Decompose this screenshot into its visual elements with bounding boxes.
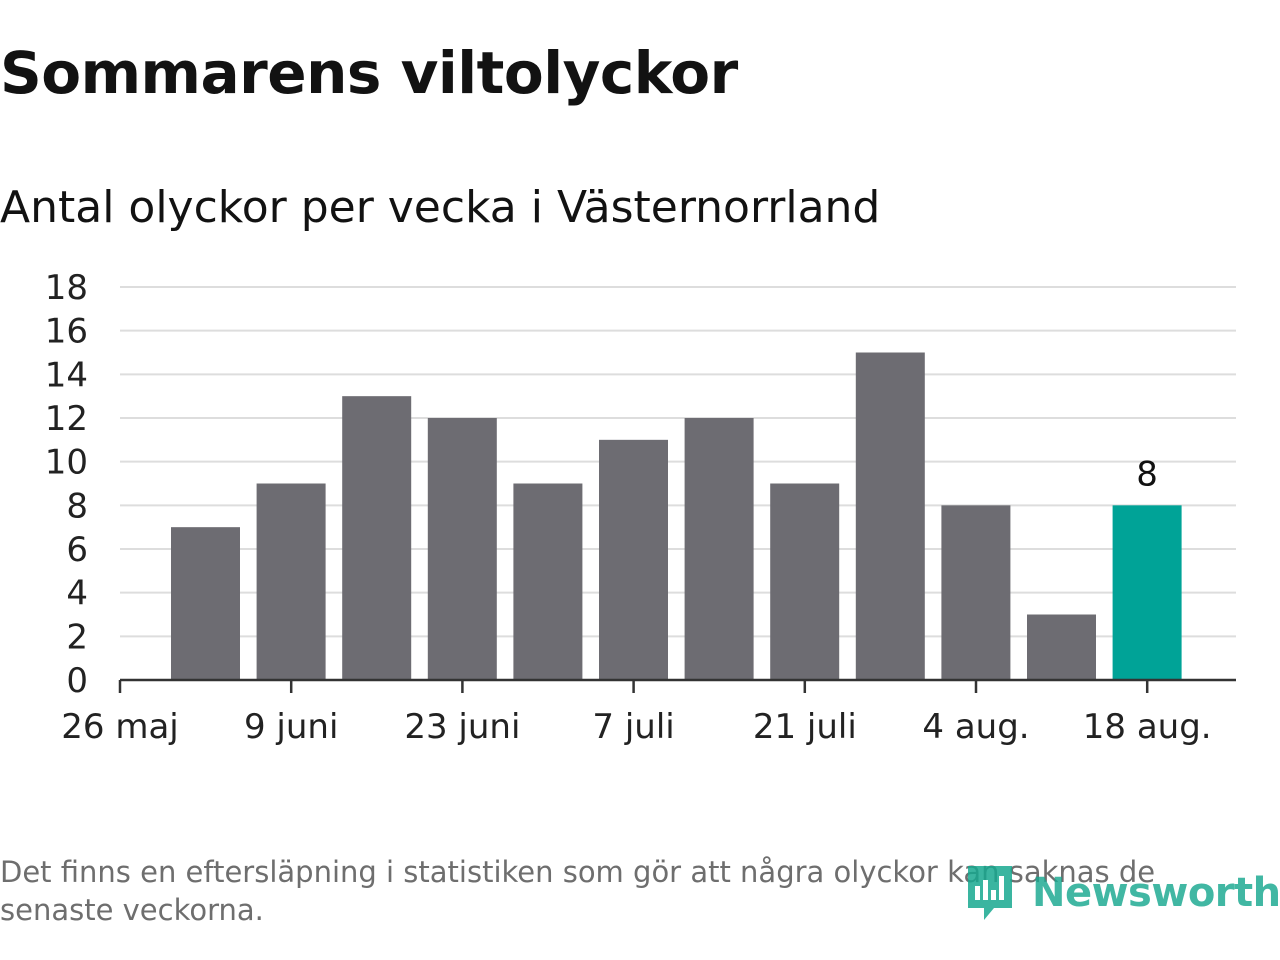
x-tick-label: 23 juni	[404, 707, 520, 747]
bar	[171, 527, 240, 680]
bar	[1027, 614, 1096, 680]
y-tick-label: 14	[45, 355, 88, 395]
bar	[770, 483, 840, 680]
bar	[941, 505, 1011, 680]
x-tick-label: 9 juni	[244, 707, 338, 747]
y-tick-label: 8	[66, 486, 88, 526]
bar	[855, 352, 925, 680]
x-tick-label: 26 maj	[61, 707, 178, 747]
y-tick-label: 2	[66, 617, 88, 657]
newsworthy-logo-icon	[968, 866, 1012, 920]
y-tick-label: 4	[66, 574, 88, 614]
bar	[342, 396, 412, 680]
x-tick-label: 7 juli	[592, 707, 674, 747]
footnote: Det finns en eftersläpning i statistiken…	[0, 855, 1156, 927]
bar-highlight	[1112, 505, 1182, 680]
brand-name: Newsworthy	[1032, 870, 1280, 916]
bar	[684, 418, 754, 680]
bar-value-label: 8	[1136, 454, 1158, 494]
y-tick-label: 10	[45, 443, 88, 483]
bar	[599, 439, 668, 680]
bar	[427, 418, 497, 680]
bar	[256, 483, 326, 680]
bar	[513, 483, 583, 680]
x-tick-label: 4 aug.	[922, 707, 1029, 747]
x-tick-label: 21 juli	[753, 707, 857, 747]
chart-title: Sommarens viltolyckor	[0, 39, 738, 107]
y-tick-label: 18	[45, 268, 88, 308]
y-tick-label: 16	[45, 312, 88, 352]
x-tick-label: 18 aug.	[1083, 707, 1212, 747]
y-tick-label: 0	[66, 661, 88, 701]
brand-logo: Newsworthy	[964, 862, 1280, 924]
y-tick-label: 12	[45, 399, 88, 439]
chart-subtitle: Antal olyckor per vecka i Västernorrland	[0, 182, 881, 233]
y-tick-label: 6	[66, 530, 88, 570]
